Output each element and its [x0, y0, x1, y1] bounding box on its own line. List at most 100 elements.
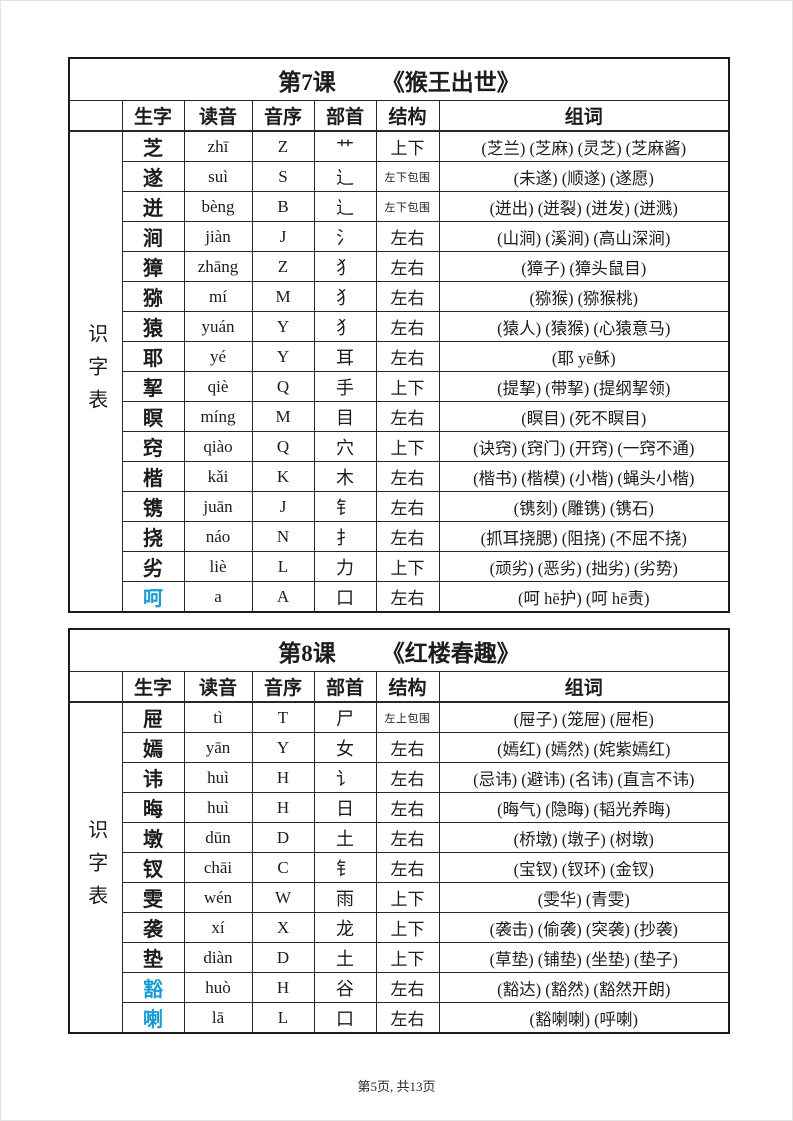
char-cell: 芝 — [121, 130, 185, 162]
pinyin-cell: qiè — [183, 371, 253, 402]
vocab-row: 垫 diàn D 土 上下 (草垫) (铺垫) (坐垫) (垫子) — [69, 942, 730, 973]
pinyin-cell: yān — [183, 732, 253, 763]
char-cell: 迸 — [121, 191, 185, 222]
words-cell: (芝兰) (芝麻) (灵芝) (芝麻酱) — [438, 130, 730, 162]
radical-cell: 口 — [313, 1002, 377, 1034]
words-cell: (嫣红) (嫣然) (姹紫嫣红) — [438, 732, 730, 763]
radical-cell: 辶 — [313, 161, 377, 192]
radical-cell: 犭 — [313, 311, 377, 342]
radical-cell: 龙 — [313, 912, 377, 943]
structure-cell: 左右 — [375, 822, 440, 853]
structure-cell: 左右 — [375, 401, 440, 432]
structure-cell: 上下 — [375, 942, 440, 973]
words-cell: (宝钗) (钗环) (金钗) — [438, 852, 730, 883]
radical-cell: 木 — [313, 461, 377, 492]
vocab-row: 喇 lā L 口 左右 (豁喇喇) (呼喇) — [69, 1002, 730, 1034]
structure-cell: 左下包围 — [375, 161, 440, 192]
words-cell: (雯华) (青雯) — [438, 882, 730, 913]
pinyin-cell: yuán — [183, 311, 253, 342]
col-header-words: 组词 — [438, 671, 730, 703]
vocab-row: 遂 suì S 辶 左下包围 (未遂) (顺遂) (遂愿) — [69, 161, 730, 192]
vocab-row: 嫣 yān Y 女 左右 (嫣红) (嫣然) (姹紫嫣红) — [69, 732, 730, 763]
words-cell: (迸出) (迸裂) (迸发) (迸溅) — [438, 191, 730, 222]
page-footer: 第5页, 共13页 — [357, 1079, 436, 1094]
vocab-row: 雯 wén W 雨 上下 (雯华) (青雯) — [69, 882, 730, 913]
char-cell: 挈 — [121, 371, 185, 402]
radical-cell: 氵 — [313, 221, 377, 252]
char-cell: 喇 — [121, 1002, 185, 1034]
pinyin-cell: diàn — [183, 942, 253, 973]
pinyin-cell: liè — [183, 551, 253, 582]
pinyin-cell: suì — [183, 161, 253, 192]
structure-cell: 左右 — [375, 732, 440, 763]
initial-cell: Q — [251, 431, 315, 462]
char-cell: 豁 — [121, 972, 185, 1003]
col-header-words: 组词 — [438, 100, 730, 132]
pinyin-cell: jiàn — [183, 221, 253, 252]
initial-cell: B — [251, 191, 315, 222]
lesson-number: 第8课 — [278, 640, 336, 666]
initial-cell: M — [251, 281, 315, 312]
initial-cell: C — [251, 852, 315, 883]
structure-cell: 左右 — [375, 972, 440, 1003]
vocab-row: 劣 liè L 力 上下 (顽劣) (恶劣) (拙劣) (劣势) — [69, 551, 730, 582]
char-cell: 垫 — [121, 942, 185, 973]
radical-cell: 耳 — [313, 341, 377, 372]
structure-cell: 上下 — [375, 551, 440, 582]
initial-cell: Z — [251, 130, 315, 162]
words-cell: (獐子) (獐头鼠目) — [438, 251, 730, 282]
radical-cell: 力 — [313, 551, 377, 582]
words-cell: (袭击) (偷袭) (突袭) (抄袭) — [438, 912, 730, 943]
pinyin-cell: xí — [183, 912, 253, 943]
structure-cell: 左右 — [375, 792, 440, 823]
structure-cell: 左右 — [375, 521, 440, 552]
words-cell: (耶 yē稣) — [438, 341, 730, 372]
initial-cell: Y — [251, 341, 315, 372]
pinyin-cell: lā — [183, 1002, 253, 1034]
vocab-row: 识字表 屉 tì T 尸 左上包围 (屉子) (笼屉) (屉柜) — [68, 701, 730, 1034]
pinyin-cell: náo — [183, 521, 253, 552]
col-header-initial: 音序 — [251, 671, 315, 703]
words-cell: (楷书) (楷模) (小楷) (蝇头小楷) — [438, 461, 730, 492]
char-cell: 讳 — [121, 762, 185, 793]
char-cell: 窍 — [121, 431, 185, 462]
col-header-structure: 结构 — [375, 671, 440, 703]
vocab-row: 晦 huì H 日 左右 (晦气) (隐晦) (韬光养晦) — [69, 792, 730, 823]
lesson-title-row: 第8课 《红楼春趣》 — [68, 628, 730, 672]
lesson-number: 第7课 — [278, 69, 336, 95]
initial-cell: X — [251, 912, 315, 943]
vocab-row: 识字表 芝 zhī Z 艹 上下 (芝兰) (芝麻) (灵芝) (芝麻酱) — [68, 130, 730, 613]
char-cell: 耶 — [121, 341, 185, 372]
radical-cell: 扌 — [313, 521, 377, 552]
structure-cell: 左右 — [375, 341, 440, 372]
vocab-row: 挈 qiè Q 手 上下 (提挈) (带挈) (提纲挈领) — [69, 371, 730, 402]
vocab-row: 耶 yé Y 耳 左右 (耶 yē稣) — [69, 341, 730, 372]
column-header-row: 生字 读音 音序 部首 结构 组词 — [68, 100, 730, 132]
initial-cell: J — [251, 491, 315, 522]
vocab-row: 镌 juān J 钅 左右 (镌刻) (雕镌) (镌石) — [69, 491, 730, 522]
char-cell: 挠 — [121, 521, 185, 552]
structure-cell: 上下 — [375, 912, 440, 943]
initial-cell: L — [251, 551, 315, 582]
structure-cell: 左上包围 — [375, 701, 440, 733]
pinyin-cell: mí — [183, 281, 253, 312]
words-cell: (猕猴) (猕猴桃) — [438, 281, 730, 312]
vocab-row: 獐 zhāng Z 犭 左右 (獐子) (獐头鼠目) — [69, 251, 730, 282]
pinyin-cell: chāi — [183, 852, 253, 883]
words-cell: (豁喇喇) (呼喇) — [438, 1002, 730, 1034]
initial-cell: W — [251, 882, 315, 913]
side-label-text: 识字表 — [84, 322, 107, 422]
radical-cell: 雨 — [313, 882, 377, 913]
initial-cell: A — [251, 581, 315, 613]
initial-cell: H — [251, 972, 315, 1003]
structure-cell: 上下 — [375, 882, 440, 913]
char-cell: 楷 — [121, 461, 185, 492]
structure-cell: 左右 — [375, 581, 440, 613]
vocab-table: 第8课 《红楼春趣》 生字 读音 音序 部首 结构 组词 识字表 屉 tì T … — [68, 628, 731, 1034]
words-cell: (晦气) (隐晦) (韬光养晦) — [438, 792, 730, 823]
char-cell: 钗 — [121, 852, 185, 883]
col-header-pinyin: 读音 — [183, 100, 253, 132]
initial-cell: T — [251, 701, 315, 733]
radical-cell: 日 — [313, 792, 377, 823]
